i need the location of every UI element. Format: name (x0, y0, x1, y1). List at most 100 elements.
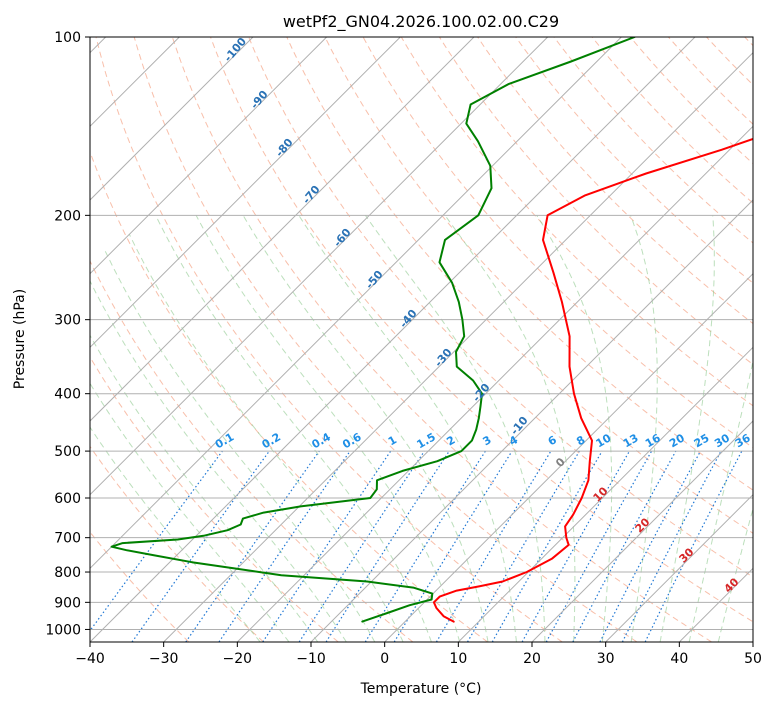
dry-adiabat (90, 150, 488, 642)
x-tick-label: −30 (149, 651, 179, 667)
y-axis-label: Pressure (hPa) (12, 289, 28, 389)
y-tick-label: 700 (54, 531, 81, 547)
mixing-ratio-line (325, 450, 450, 642)
y-tick-label: 600 (54, 491, 81, 507)
mixing-ratio-line (644, 450, 743, 642)
plot-frame (89, 36, 754, 643)
dry-adiabat (286, 37, 753, 534)
dry-adiabat (324, 37, 753, 491)
dry-adiabat (210, 37, 753, 623)
x-tick-label: −20 (223, 651, 253, 667)
mixing-ratio-label: 1.5 (414, 430, 437, 451)
mixing-ratio-label: 16 (643, 431, 663, 450)
mixing-ratio-label: 0.6 (340, 430, 364, 451)
isotherm (90, 37, 696, 642)
mixing-ratio-line (218, 450, 351, 642)
dry-adiabat-label: -30 (432, 346, 455, 370)
x-tick-label: −10 (296, 651, 326, 667)
isotherm (90, 37, 622, 570)
dry-adiabat (171, 37, 712, 642)
isotherm (90, 37, 328, 275)
x-tick-label: 10 (449, 651, 467, 667)
y-tick-label: 300 (54, 313, 81, 329)
y-tick-label: 1000 (45, 622, 81, 638)
x-tick-label: 0 (380, 651, 389, 667)
isotherm (90, 37, 254, 201)
y-tick-label: 200 (54, 208, 81, 224)
isotherm (163, 51, 753, 642)
mixing-ratio-line (521, 450, 631, 642)
mixing-ratio-label: 0.4 (310, 430, 334, 451)
grid (90, 37, 753, 642)
background-lines (90, 37, 753, 642)
dry-adiabat-label: -100 (221, 35, 249, 65)
isotherm (457, 346, 753, 642)
temperature-profile-line (432, 137, 753, 623)
moist-adiabat (536, 215, 613, 642)
isotherm (90, 37, 401, 349)
mixing-ratio-label: 20 (667, 431, 687, 450)
moist-adiabat (90, 426, 261, 642)
mixing-ratio-line (545, 450, 653, 642)
series-layer (110, 37, 753, 623)
x-tick-label: 40 (670, 651, 688, 667)
mixing-ratio-label: 3 (480, 433, 493, 448)
x-tick-label: 20 (523, 651, 541, 667)
moist-adiabat (659, 215, 715, 642)
isotherm (90, 37, 549, 496)
isotherm (678, 567, 753, 642)
dry-adiabat-label: -80 (273, 136, 296, 160)
chart-title: wetPf2_GN04.2026.100.02.00.C29 (283, 12, 559, 32)
dry-adiabat (90, 531, 190, 642)
mixing-ratio-label: 36 (733, 431, 753, 450)
mixing-ratio-label: 0.2 (260, 430, 283, 451)
moist-adiabat (630, 215, 658, 642)
moist-adiabat (155, 215, 432, 642)
moist-adiabat (104, 251, 376, 642)
moist-adiabat (364, 215, 546, 642)
y-ticks: 100 200 300 400 500 600 700 800 900 1000 (45, 30, 90, 638)
mixing-ratio-line (131, 450, 270, 642)
x-tick-label: −40 (75, 651, 105, 667)
mixing-ratio-line (393, 450, 513, 642)
dry-adiabat (95, 37, 563, 642)
mixing-ratio-label: 30 (712, 431, 732, 450)
dry-adiabat (515, 37, 753, 284)
moist-adiabat (444, 215, 576, 642)
dry-adiabat-label: -50 (363, 268, 386, 292)
y-tick-label: 100 (54, 30, 81, 46)
moist-adiabat-label: 40 (722, 575, 742, 595)
moist-adiabat-label: 10 (591, 484, 611, 504)
isotherm (236, 125, 753, 642)
dry-adiabat (90, 356, 339, 642)
y-tick-label: 800 (54, 565, 81, 581)
dry-adiabat-label: -60 (331, 226, 354, 250)
dry-adiabat-label: -40 (397, 307, 420, 331)
mixing-ratio-line (572, 450, 677, 642)
dry-adiabat (248, 37, 753, 578)
mixing-ratio-label: 13 (621, 431, 641, 450)
isotherm (384, 272, 753, 642)
mixing-ratio-line (298, 450, 425, 642)
mixing-ratio-line (185, 450, 320, 642)
mixing-ratio-line (90, 450, 223, 632)
y-tick-label: 500 (54, 444, 81, 460)
isotherm (90, 37, 475, 422)
x-tick-label: 30 (597, 651, 615, 667)
dry-adiabat-label: -70 (300, 183, 323, 207)
dry-adiabat (90, 445, 264, 642)
y-tick-label: 900 (54, 595, 81, 611)
moist-adiabat (90, 382, 290, 642)
x-ticks: −40 −30 −20 −10 0 10 20 30 40 50 (75, 642, 762, 667)
dewpoint-profile-line (110, 37, 636, 623)
x-tick-label: 50 (744, 651, 762, 667)
moist-adiabat (90, 279, 347, 642)
mixing-ratio-label: 6 (546, 433, 559, 448)
moist-adiabat-label: 30 (677, 545, 697, 565)
moist-adiabat-label: 20 (633, 515, 653, 535)
dry-adiabat (706, 37, 753, 86)
mixing-ratio-line (262, 450, 392, 642)
moist-adiabat (128, 233, 404, 642)
mixing-ratio-label: 25 (692, 431, 712, 450)
